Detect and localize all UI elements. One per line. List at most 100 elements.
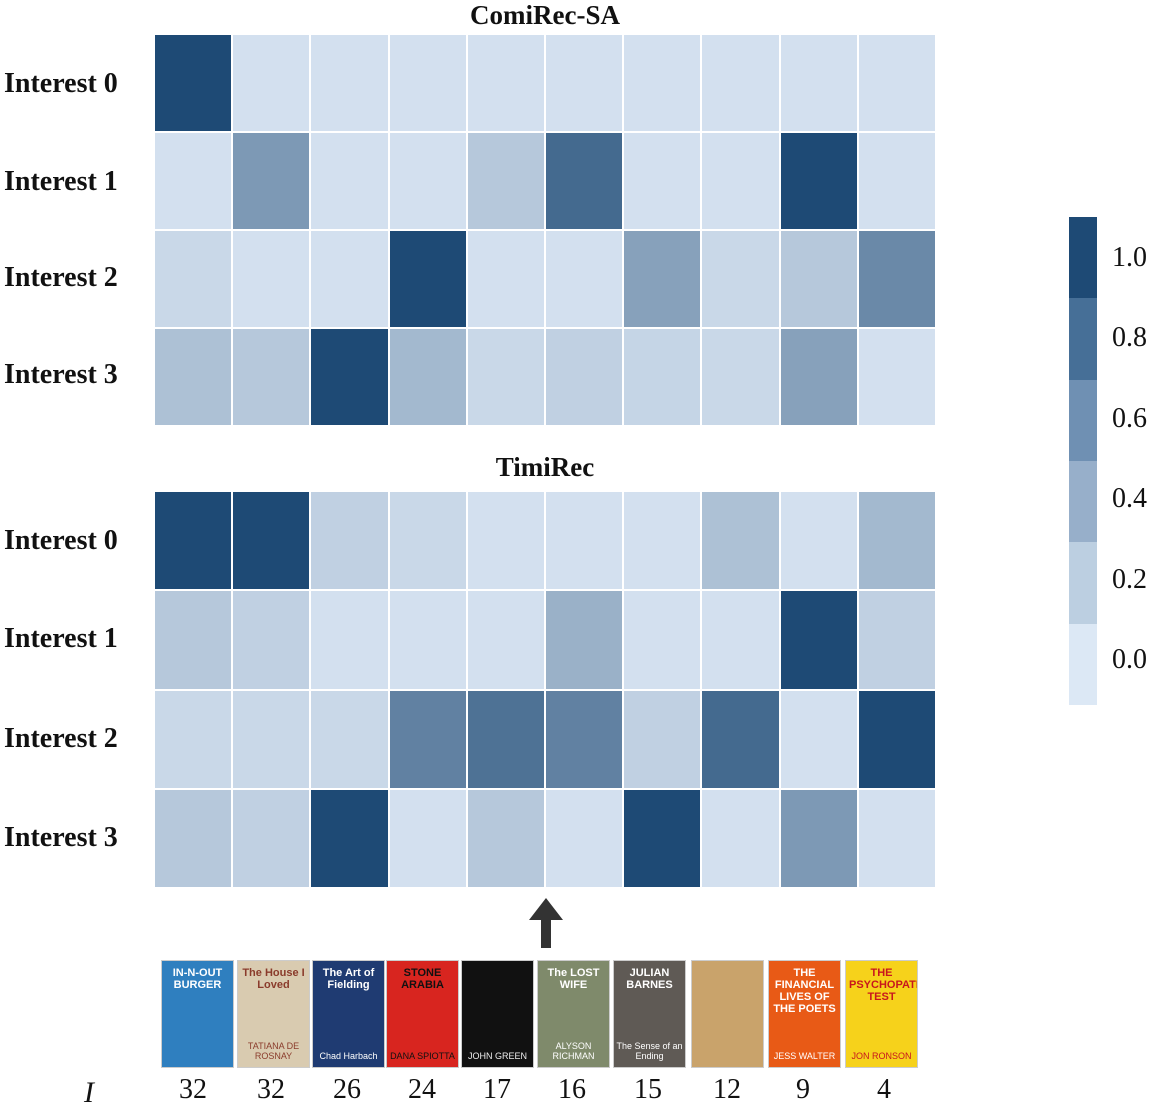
heatmap-cell <box>311 690 388 788</box>
row-label: Interest 1 <box>4 623 118 654</box>
book-title: THE PSYCHOPATH TEST <box>849 967 918 1003</box>
book-cover: The House I Loved TATIANA DE ROSNAY <box>237 960 310 1068</box>
heatmap-cell <box>624 231 701 327</box>
colorbar-tick: 1.0 <box>1112 242 1147 273</box>
heatmap-cell <box>780 789 857 887</box>
book-cover: STONE ARABIA DANA SPIOTTA <box>386 960 459 1068</box>
colorbar-tick: 0.2 <box>1112 564 1147 595</box>
book-author: TATIANA DE ROSNAY <box>247 1041 300 1061</box>
heatmap-cell <box>624 690 701 788</box>
heatmap-cell <box>389 591 466 689</box>
heatmap-cell <box>311 231 388 327</box>
book-cover: JOHN GREEN <box>461 960 534 1068</box>
item-count: 12 <box>713 1074 741 1105</box>
heatmap-cell <box>702 329 779 425</box>
book-title: The House I Loved <box>242 967 305 991</box>
heatmap-timirec <box>155 492 935 887</box>
heatmap-cell <box>702 231 779 327</box>
book-title: JULIAN BARNES <box>626 967 673 991</box>
colorbar-step <box>1069 542 1097 625</box>
book-title: The LOST WIFE <box>547 967 600 991</box>
book-cover: JULIAN BARNES The Sense of an Ending <box>613 960 686 1068</box>
heatmap-cell <box>545 690 623 788</box>
heatmap-cell <box>780 690 857 788</box>
heatmap-cell <box>389 690 466 788</box>
book-cover: IN-N-OUT BURGER <box>161 960 234 1068</box>
colorbar-tick: 0.4 <box>1112 483 1147 514</box>
heatmap-cell <box>545 133 623 229</box>
colorbar-step <box>1069 379 1097 462</box>
heatmap-cell <box>545 35 623 131</box>
heatmap-cell <box>155 789 232 887</box>
book-title: STONE ARABIA <box>401 967 444 991</box>
heatmap-cell <box>858 133 935 229</box>
heatmap-cell <box>467 789 544 887</box>
book-cover <box>691 960 764 1068</box>
heatmap-cell <box>780 35 857 131</box>
book-title: IN-N-OUT BURGER <box>172 967 223 991</box>
heatmap-cell <box>780 329 857 425</box>
book-author: Chad Harbach <box>319 1051 378 1061</box>
heatmap-cell <box>624 35 701 131</box>
book-cover: The LOST WIFE ALYSON RICHMAN <box>537 960 610 1068</box>
arrow-up-icon <box>529 898 563 948</box>
book-title: THE FINANCIAL LIVES OF THE POETS <box>773 967 836 1015</box>
book-author: JESS WALTER <box>773 1051 836 1061</box>
axis-label-i: I <box>84 1076 94 1109</box>
heatmap-cell <box>311 35 388 131</box>
item-count: 24 <box>408 1074 436 1105</box>
heatmap-cell <box>858 35 935 131</box>
heatmap-cell <box>702 591 779 689</box>
heatmap-cell <box>545 329 623 425</box>
heatmap-cell <box>155 591 232 689</box>
heatmap-cell <box>545 789 623 887</box>
book-cover: THE FINANCIAL LIVES OF THE POETS JESS WAL… <box>768 960 841 1068</box>
heatmap-cell <box>780 133 857 229</box>
heatmap-cell <box>155 35 232 131</box>
heatmap-cell <box>155 329 232 425</box>
heatmap-cell <box>702 789 779 887</box>
heatmap-cell <box>702 690 779 788</box>
colorbar-step <box>1069 461 1097 543</box>
heatmap-cell <box>389 231 466 327</box>
heatmap-cell <box>624 591 701 689</box>
book-author: ALYSON RICHMAN <box>552 1041 595 1061</box>
heatmap-cell <box>467 231 544 327</box>
heatmap-cell <box>311 329 388 425</box>
row-label: Interest 2 <box>4 723 118 754</box>
row-label: Interest 0 <box>4 68 118 99</box>
heatmap-cell <box>155 231 232 327</box>
heatmap-cell <box>702 492 779 590</box>
item-count: 17 <box>483 1074 511 1105</box>
heatmap-cell <box>311 591 388 689</box>
heatmap-cell <box>545 591 623 689</box>
book-author: JOHN GREEN <box>467 1051 527 1061</box>
item-count: 32 <box>257 1074 285 1105</box>
heatmap-cell <box>389 789 466 887</box>
heatmap-cell <box>389 492 466 590</box>
colorbar-step <box>1069 298 1097 381</box>
row-label: Interest 3 <box>4 822 118 853</box>
heatmap-cell <box>467 35 544 131</box>
heatmap-cell <box>545 492 623 590</box>
heatmap-cell <box>233 591 310 689</box>
item-count: 26 <box>333 1074 361 1105</box>
heatmap-cell <box>233 492 310 590</box>
item-count: 16 <box>558 1074 586 1105</box>
book-author: The Sense of an Ending <box>616 1041 683 1061</box>
heatmap-cell <box>624 133 701 229</box>
colorbar-step <box>1069 217 1097 299</box>
colorbar-tick: 0.8 <box>1112 322 1147 353</box>
book-author: DANA SPIOTTA <box>390 1051 455 1061</box>
heatmap-cell <box>467 690 544 788</box>
heatmap-cell <box>233 789 310 887</box>
heatmap-cell <box>389 329 466 425</box>
heatmap-cell <box>702 133 779 229</box>
book-title: The Art of Fielding <box>322 967 375 991</box>
heatmap-cell <box>467 492 544 590</box>
heatmap-cell <box>780 492 857 590</box>
heatmap-cell <box>858 231 935 327</box>
heatmap-comirec-sa <box>155 35 935 425</box>
chart-title-timirec: TimiRec <box>495 452 595 482</box>
heatmap-cell <box>233 231 310 327</box>
